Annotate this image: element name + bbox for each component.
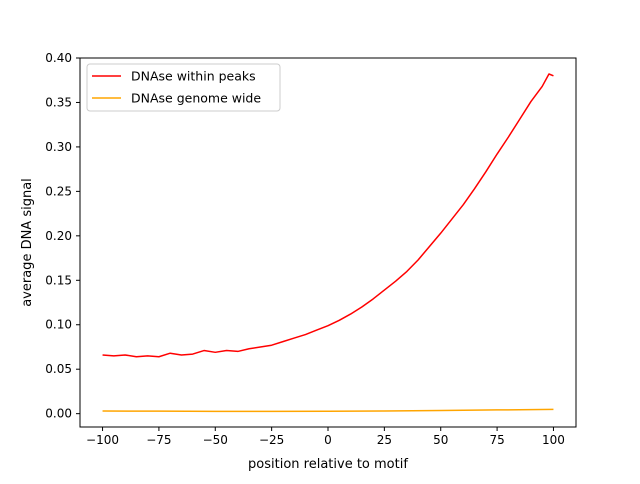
y-tick-label: 0.10 xyxy=(45,318,72,332)
x-tick-label: 25 xyxy=(377,433,392,447)
x-axis-label: position relative to motif xyxy=(248,457,408,472)
x-axis: −100 −75 −50 −25 0 25 50 75 100 xyxy=(86,427,565,447)
y-axis-label: average DNA signal xyxy=(20,178,35,307)
y-tick-label: 0.25 xyxy=(45,184,72,198)
legend-label-1: DNAse within peaks xyxy=(131,69,256,84)
x-tick-label: 100 xyxy=(542,433,565,447)
x-tick-label: 75 xyxy=(489,433,504,447)
series-line-2 xyxy=(102,408,554,413)
y-tick-label: 0.35 xyxy=(45,95,72,109)
y-tick-label: 0.40 xyxy=(45,51,72,65)
y-tick-label: 0.30 xyxy=(45,140,72,154)
y-tick-label: 0.05 xyxy=(45,362,72,376)
series-line-1 xyxy=(102,73,554,358)
legend: DNAse within peaks DNAse genome wide xyxy=(86,63,281,112)
legend-label-2: DNAse genome wide xyxy=(131,91,261,106)
x-tick-label: −100 xyxy=(86,433,119,447)
x-tick-label: 0 xyxy=(324,433,332,447)
y-tick-label: 0.00 xyxy=(45,407,72,421)
y-axis: 0.00 0.05 0.10 0.15 0.20 0.25 0.30 0.35 0.40 xyxy=(45,51,80,421)
x-tick-label: −50 xyxy=(203,433,228,447)
y-tick-label: 0.20 xyxy=(45,229,72,243)
x-tick-label: −75 xyxy=(146,433,171,447)
series-layer xyxy=(102,73,554,413)
x-tick-label: −25 xyxy=(259,433,284,447)
legend-box xyxy=(86,63,281,112)
x-tick-label: 50 xyxy=(433,433,448,447)
y-tick-label: 0.15 xyxy=(45,273,72,287)
